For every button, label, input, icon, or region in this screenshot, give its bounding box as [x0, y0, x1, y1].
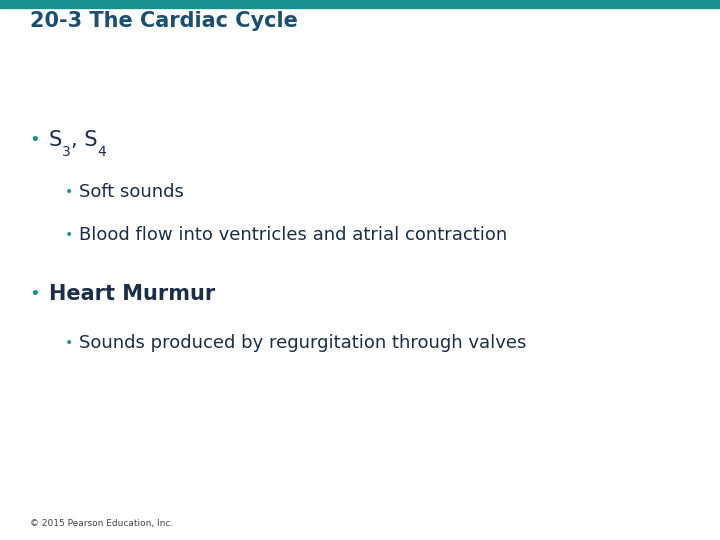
- Text: Blood flow into ventricles and atrial contraction: Blood flow into ventricles and atrial co…: [79, 226, 508, 244]
- Text: Soft sounds: Soft sounds: [79, 183, 184, 201]
- Text: •: •: [65, 228, 73, 242]
- Text: •: •: [29, 285, 40, 303]
- Text: © 2015 Pearson Education, Inc.: © 2015 Pearson Education, Inc.: [30, 519, 174, 528]
- Text: Sounds produced by regurgitation through valves: Sounds produced by regurgitation through…: [79, 334, 526, 352]
- Text: 3: 3: [62, 145, 71, 159]
- Text: , S: , S: [71, 130, 97, 151]
- Text: 20-3 The Cardiac Cycle: 20-3 The Cardiac Cycle: [30, 11, 298, 31]
- Text: •: •: [65, 336, 73, 350]
- Text: S: S: [49, 130, 62, 151]
- Bar: [0, 0, 720, 8]
- Text: •: •: [65, 185, 73, 199]
- Text: Heart Murmur: Heart Murmur: [49, 284, 215, 305]
- Text: 4: 4: [97, 145, 107, 159]
- Text: •: •: [29, 131, 40, 150]
